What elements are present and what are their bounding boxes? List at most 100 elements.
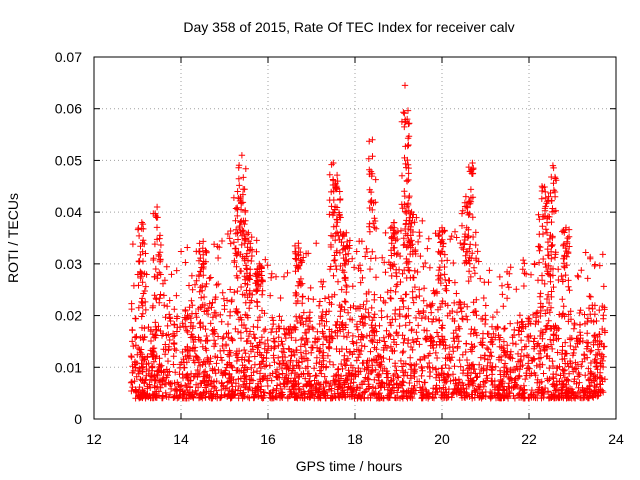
- data-point: [449, 371, 457, 378]
- data-point: [361, 389, 368, 396]
- data-point: [536, 361, 544, 368]
- data-point: [547, 231, 554, 239]
- data-point: [326, 326, 333, 333]
- data-point: [509, 340, 517, 347]
- data-point: [518, 346, 525, 353]
- data-point: [384, 394, 391, 401]
- y-tick-label: 0.04: [55, 204, 82, 220]
- data-point: [334, 278, 342, 285]
- y-tick-label: 0.06: [55, 101, 82, 117]
- data-point: [551, 254, 559, 261]
- data-point: [482, 316, 489, 323]
- data-point: [587, 293, 594, 301]
- data-point: [565, 277, 572, 284]
- data-point: [288, 352, 295, 360]
- data-point: [444, 355, 451, 362]
- data-point: [452, 327, 460, 334]
- data-point: [393, 381, 400, 388]
- data-point: [323, 363, 330, 370]
- data-point: [458, 308, 465, 315]
- data-point: [508, 376, 516, 384]
- data-point: [335, 209, 343, 216]
- data-point: [418, 372, 425, 380]
- data-point: [363, 248, 371, 256]
- data-point: [157, 241, 165, 249]
- data-point: [449, 315, 456, 323]
- data-point: [263, 375, 271, 382]
- data-point: [601, 327, 608, 334]
- data-point: [447, 236, 454, 243]
- data-point: [154, 383, 161, 390]
- data-point: [369, 136, 376, 143]
- data-point: [179, 320, 186, 327]
- data-point: [414, 268, 421, 276]
- data-point: [232, 245, 240, 252]
- data-point: [293, 317, 301, 325]
- data-point: [135, 258, 142, 265]
- data-point: [444, 312, 451, 319]
- data-point: [308, 349, 315, 356]
- data-point: [183, 359, 190, 366]
- data-point: [255, 384, 262, 392]
- data-point: [170, 394, 177, 401]
- data-point: [538, 395, 545, 402]
- data-point: [445, 391, 452, 398]
- data-point: [461, 259, 468, 267]
- data-point: [248, 297, 255, 304]
- data-point: [413, 294, 420, 301]
- data-point: [306, 377, 313, 385]
- data-point: [271, 359, 278, 366]
- data-point: [463, 356, 471, 364]
- data-point: [319, 341, 327, 348]
- data-point: [471, 366, 478, 373]
- data-point: [289, 367, 296, 374]
- data-point: [356, 262, 364, 269]
- data-point: [337, 328, 344, 335]
- data-point: [592, 384, 600, 391]
- data-point: [187, 377, 194, 384]
- data-point: [588, 347, 595, 354]
- data-point: [483, 344, 491, 352]
- data-point: [153, 326, 160, 334]
- data-point: [218, 237, 226, 245]
- data-point: [464, 381, 472, 388]
- data-point: [542, 310, 549, 317]
- data-point: [328, 301, 335, 308]
- data-point: [539, 330, 546, 338]
- data-point: [372, 225, 380, 232]
- data-point: [359, 319, 366, 326]
- data-point: [500, 338, 508, 345]
- data-point: [182, 316, 189, 323]
- data-point: [538, 183, 546, 190]
- data-point: [293, 290, 300, 298]
- data-point: [228, 298, 235, 305]
- data-point: [276, 313, 283, 320]
- data-point: [525, 395, 533, 402]
- data-point: [469, 214, 476, 221]
- data-point: [428, 302, 435, 309]
- data-point: [231, 289, 238, 296]
- data-point: [581, 311, 588, 318]
- data-point: [300, 309, 307, 316]
- data-point: [283, 371, 290, 379]
- data-point: [366, 138, 373, 145]
- data-point: [378, 314, 385, 321]
- data-point: [480, 294, 487, 302]
- data-point: [145, 367, 153, 375]
- data-point: [137, 269, 145, 276]
- data-point: [357, 279, 364, 286]
- data-point: [400, 303, 407, 311]
- data-point: [275, 334, 282, 341]
- data-point: [326, 382, 333, 390]
- data-point: [394, 384, 402, 391]
- data-point: [235, 175, 243, 182]
- data-point: [264, 382, 271, 390]
- data-point: [473, 296, 480, 303]
- data-point: [338, 345, 346, 353]
- data-point: [400, 339, 407, 346]
- data-point: [334, 177, 341, 185]
- data-point: [182, 382, 189, 389]
- data-point: [548, 255, 555, 262]
- data-point: [333, 171, 341, 179]
